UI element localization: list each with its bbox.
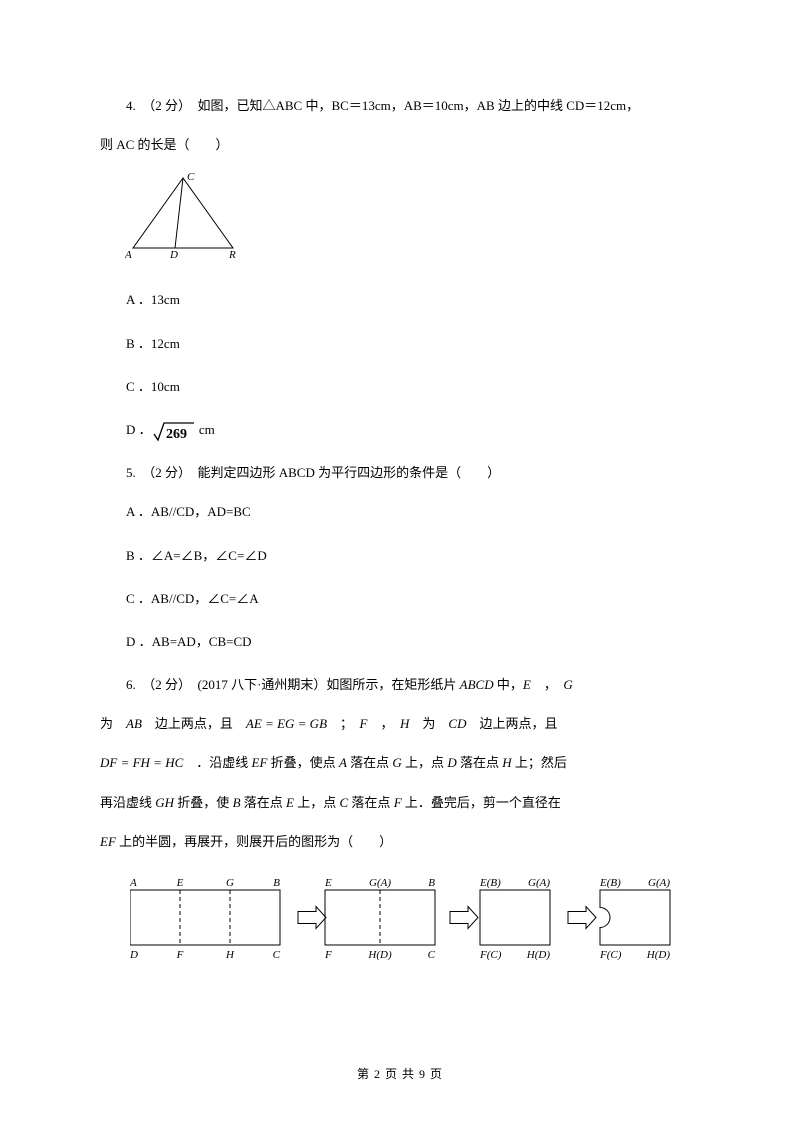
q6-figure: A E G B D F H C E G(A) B F H(D) C E(B) G(A) F(C) H(D) E(B)… [130, 872, 700, 966]
q6-l2c: ； [327, 716, 360, 731]
q6-l1a: 6. （2 分） (2017 八下·通州期末）如图所示，在矩形纸片 [126, 677, 460, 692]
svg-text:G(A): G(A) [648, 877, 670, 889]
q6-aeeg: AE = EG = GB [246, 716, 327, 731]
q4-d-prefix: D ． [126, 422, 152, 437]
q4-choice-c: C ．10cm [100, 371, 700, 402]
svg-text:269: 269 [166, 427, 187, 442]
svg-text:F: F [176, 949, 184, 961]
svg-text:H(D): H(D) [526, 949, 551, 961]
q6-ef: EF [252, 755, 268, 770]
q6-l2f: 边上两点，且 [466, 716, 557, 731]
q6-l2d: ， [367, 716, 400, 731]
svg-text:E: E [324, 877, 332, 889]
q4-d-suffix: cm [196, 422, 215, 437]
q4-choice-b: B ．12cm [100, 328, 700, 359]
q6-vf2: F [394, 795, 402, 810]
q6-line3: DF = FH = HC ．沿虚线 EF 折叠，使点 A 落在点 G 上，点 D… [100, 747, 700, 778]
q6-ef2: EF [100, 834, 116, 849]
q5-choice-c: C ．AB//CD，∠C=∠A [100, 583, 700, 614]
svg-text:H(D): H(D) [646, 949, 671, 961]
triangle-svg: C A D R [125, 170, 245, 265]
svg-text:A: A [130, 877, 137, 889]
q6-l1b: 中， [494, 677, 523, 692]
svg-text:F(C): F(C) [479, 949, 502, 961]
q6-gh: GH [155, 795, 174, 810]
q6-line2: 为 AB 边上两点，且 AE = EG = GB ； F ， H 为 CD 边上… [100, 708, 700, 739]
q6-l1c: ， [531, 677, 564, 692]
q4-stem-line2: 则 AC 的长是（ ） [100, 129, 700, 160]
q6-line4: 再沿虚线 GH 折叠，使 B 落在点 E 上，点 C 落在点 F 上．叠完后，剪… [100, 787, 700, 818]
q6-l2a: 为 [100, 716, 126, 731]
svg-text:H: H [225, 949, 235, 961]
svg-text:B: B [273, 877, 280, 889]
q6-l3g: 上；然后 [512, 755, 567, 770]
q6-l4b: 折叠，使 [174, 795, 233, 810]
q6-h: H [400, 716, 409, 731]
svg-text:D: D [169, 249, 178, 261]
q6-l3e: 上，点 [402, 755, 448, 770]
q5-choice-d: D ．AB=AD，CB=CD [100, 626, 700, 657]
q6-ve2: E [286, 795, 294, 810]
q6-g: G [563, 677, 572, 692]
q5-choice-a: A ．AB//CD，AD=BC [100, 496, 700, 527]
q6-vd: D [447, 755, 456, 770]
q6-va: A [339, 755, 347, 770]
q6-vb: B [233, 795, 241, 810]
q6-l2b: 边上两点，且 [142, 716, 246, 731]
q6-ab: AB [126, 716, 142, 731]
q6-l5b: 上的半圆，再展开，则展开后的图形为（ ） [116, 834, 392, 849]
q6-vh: H [502, 755, 511, 770]
q4-choice-a: A ．13cm [100, 284, 700, 315]
svg-text:A: A [125, 249, 132, 261]
svg-text:C: C [428, 949, 436, 961]
svg-text:C: C [187, 171, 195, 183]
q6-l4f: 上．叠完后，剪一个直径在 [402, 795, 561, 810]
q6-l3b: ．沿虚线 [183, 755, 251, 770]
q6-l4c: 落在点 [241, 795, 287, 810]
svg-text:E(B): E(B) [599, 877, 621, 889]
sqrt-icon: 269 [152, 420, 196, 442]
svg-text:D: D [130, 949, 138, 961]
svg-text:F: F [324, 949, 332, 961]
q4-choice-d: D ． 269 cm [100, 414, 700, 445]
q6-l4a: 再沿虚线 [100, 795, 155, 810]
q6-abcd: ABCD [460, 677, 494, 692]
page-content: 4. （2 分） 如图，已知△ABC 中，BC＝13cm，AB＝10cm，AB … [0, 0, 800, 966]
svg-text:F(C): F(C) [599, 949, 622, 961]
q5-stem: 5. （2 分） 能判定四边形 ABCD 为平行四边形的条件是（ ） [100, 457, 700, 488]
q6-l4e: 落在点 [348, 795, 394, 810]
q6-dffh: DF = FH = HC [100, 755, 183, 770]
q6-l4d: 上，点 [294, 795, 340, 810]
q6-l2e: 为 [409, 716, 448, 731]
svg-text:E: E [176, 877, 184, 889]
svg-text:G(A): G(A) [528, 877, 550, 889]
svg-text:R: R [228, 249, 236, 261]
svg-text:G(A): G(A) [369, 877, 391, 889]
svg-text:H(D): H(D) [367, 949, 392, 961]
q6-cd: CD [448, 716, 466, 731]
page-footer: 第 2 页 共 9 页 [0, 1065, 800, 1082]
q6-e: E [523, 677, 531, 692]
svg-text:G: G [226, 877, 234, 889]
svg-text:C: C [273, 949, 281, 961]
svg-text:E(B): E(B) [479, 877, 501, 889]
q6-l3f: 落在点 [457, 755, 503, 770]
q6-vc: C [340, 795, 349, 810]
folding-svg: A E G B D F H C E G(A) B F H(D) C E(B) G(A) F(C) H(D) E(B)… [130, 872, 740, 962]
q4-stem-line1: 4. （2 分） 如图，已知△ABC 中，BC＝13cm，AB＝10cm，AB … [100, 90, 700, 121]
q4-figure: C A D R [125, 170, 700, 269]
svg-text:B: B [428, 877, 435, 889]
q6-l3c: 折叠，使点 [267, 755, 339, 770]
q6-l3d: 落在点 [347, 755, 393, 770]
q6-vg: G [392, 755, 401, 770]
q5-choice-b: B ．∠A=∠B，∠C=∠D [100, 540, 700, 571]
q6-line5: EF 上的半圆，再展开，则展开后的图形为（ ） [100, 826, 700, 857]
q6-line1: 6. （2 分） (2017 八下·通州期末）如图所示，在矩形纸片 ABCD 中… [100, 669, 700, 700]
